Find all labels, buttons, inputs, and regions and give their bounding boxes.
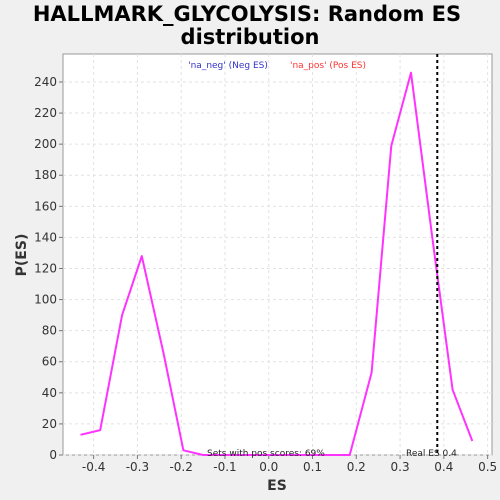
legend-neg-label: 'na_neg' (Neg ES) [188, 61, 268, 71]
x-tick-label: 0.2 [347, 460, 366, 474]
y-tick-label: 20 [42, 417, 57, 431]
y-tick-label: 160 [34, 199, 57, 213]
x-tick-label: 0.0 [259, 460, 278, 474]
y-tick-label: 80 [42, 324, 57, 338]
chart-title-line2: distribution [181, 25, 320, 49]
series-line [80, 71, 474, 456]
y-tick-label: 100 [34, 293, 57, 307]
y-tick-label: 200 [34, 137, 57, 151]
series-layer [80, 71, 474, 456]
x-tick-label: -0.2 [169, 460, 192, 474]
gridlines [63, 54, 492, 456]
chart-title-line1: HALLMARK_GLYCOLYSIS: Random ES [33, 2, 461, 26]
x-tick-label: 0.1 [303, 460, 322, 474]
real-es-annotation: Real ES 0.4 [406, 449, 457, 459]
axis-ticks: -0.4 -0.3 -0.2 -0.1 0.0 0.1 0.2 0.3 0.4 0.5 0 20 40 6… [34, 75, 497, 474]
y-tick-label: 40 [42, 386, 57, 400]
x-tick-label: -0.3 [126, 460, 149, 474]
y-tick-label: 0 [49, 448, 57, 462]
y-tick-label: 120 [34, 261, 57, 275]
x-tick-label: 0.4 [434, 460, 453, 474]
y-axis-label: P(ES) [14, 234, 30, 277]
x-tick-label: -0.4 [82, 460, 105, 474]
pos-scores-annotation: Sets with pos scores: 69% [207, 449, 325, 459]
x-tick-label: 0.3 [391, 460, 410, 474]
y-tick-label: 60 [42, 355, 57, 369]
y-tick-label: 140 [34, 230, 57, 244]
y-tick-label: 220 [34, 106, 57, 120]
x-tick-label: -0.1 [213, 460, 236, 474]
plot-area [62, 53, 493, 456]
y-tick-label: 180 [34, 168, 57, 182]
y-tick-label: 240 [34, 75, 57, 89]
x-axis-label: ES [267, 478, 287, 494]
legend-pos-label: 'na_pos' (Pos ES) [290, 61, 366, 71]
x-tick-label: 0.5 [478, 460, 497, 474]
